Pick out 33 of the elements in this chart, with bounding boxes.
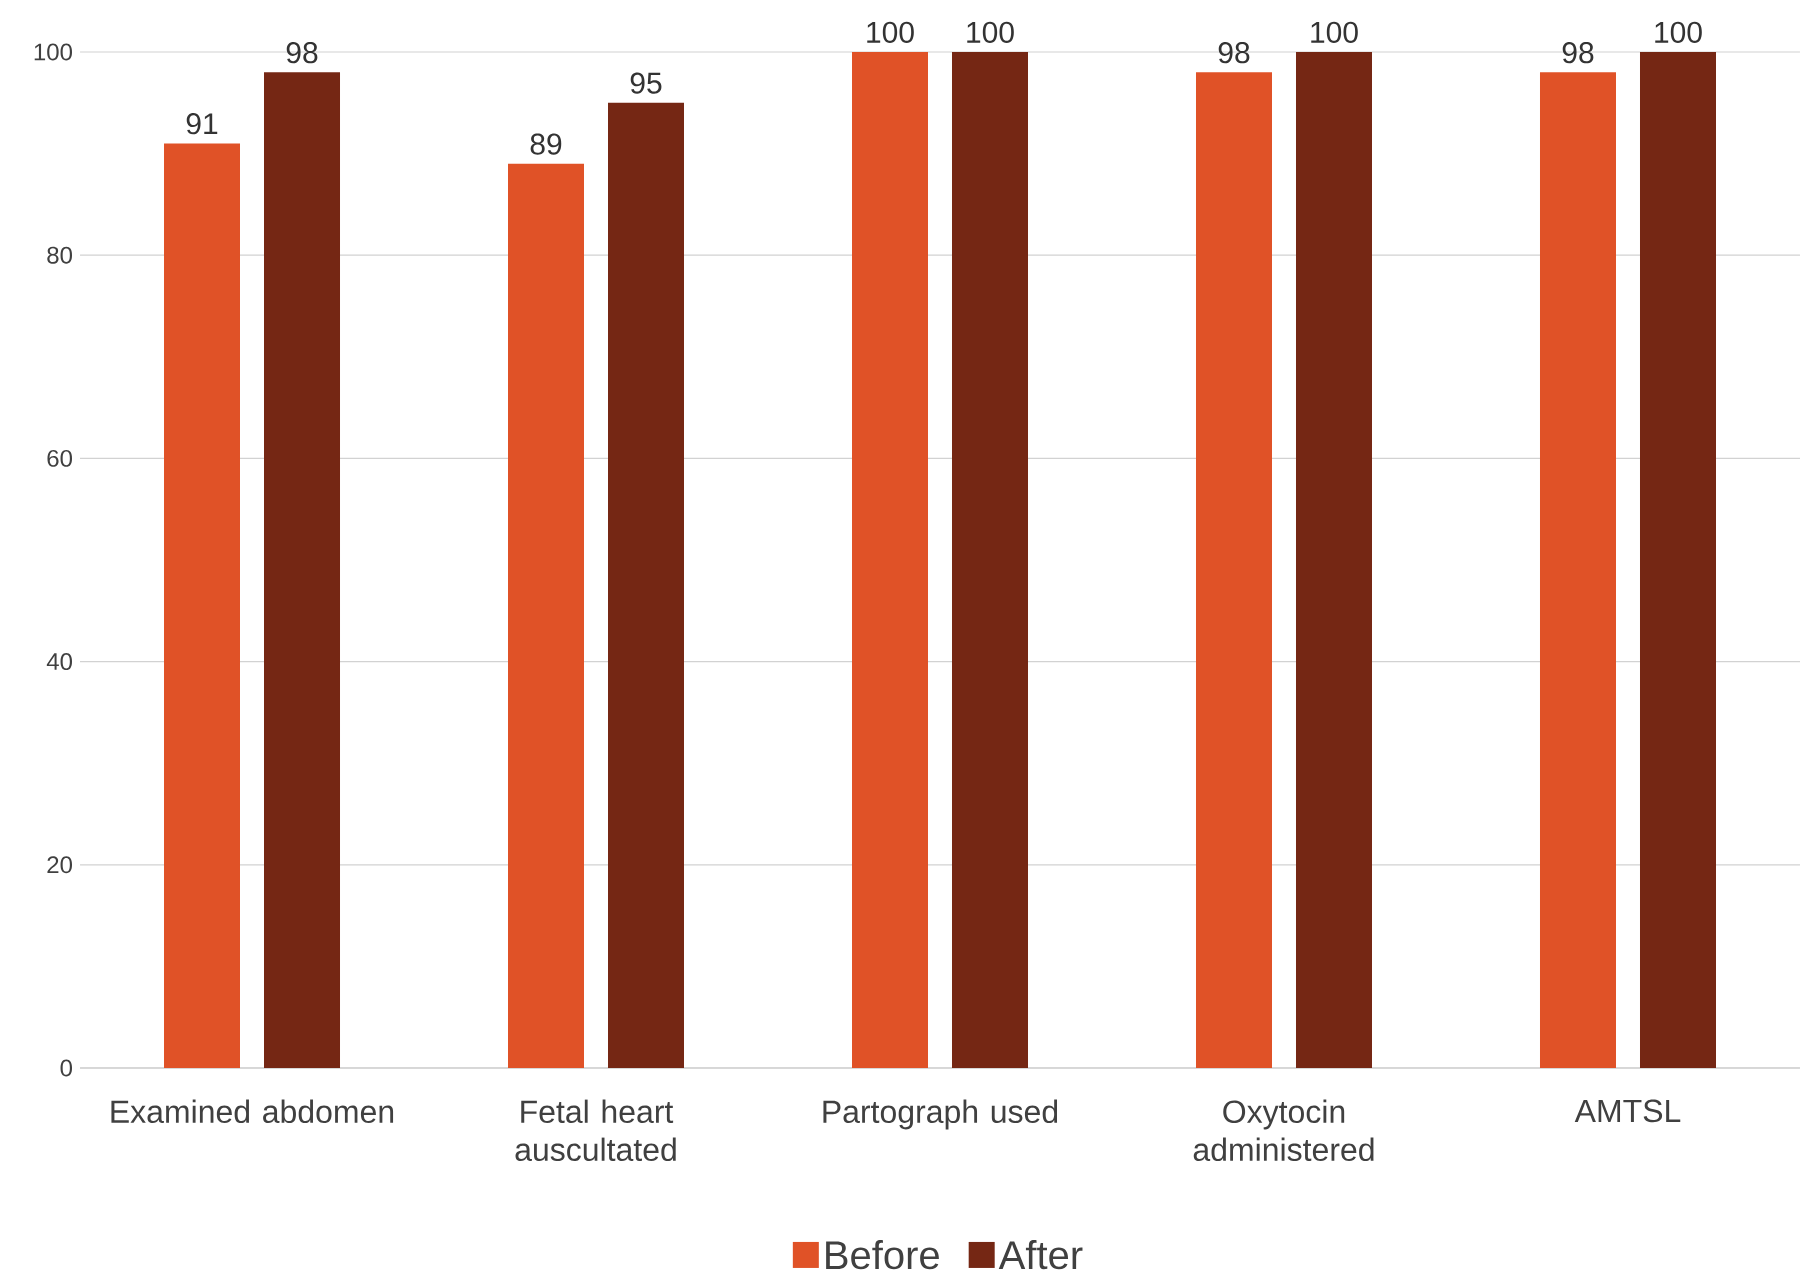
data-label: 89: [530, 133, 562, 155]
data-label: 100: [1655, 21, 1702, 43]
bar: [164, 143, 240, 1068]
data-label: 98: [1562, 42, 1594, 64]
data-label: 98: [286, 42, 318, 64]
data-label: 98: [1218, 42, 1250, 64]
y-tick-label: 80: [47, 246, 73, 264]
bar: [952, 51, 1028, 1068]
bar: [608, 102, 684, 1068]
data-label: 100: [1311, 21, 1358, 43]
bar: [1640, 51, 1716, 1068]
bar: [264, 72, 341, 1068]
bar: [852, 51, 928, 1068]
data-label: 91: [186, 113, 218, 135]
legend-label: Before: [826, 1239, 939, 1270]
x-tick-label: Oxytocin administered: [1193, 1099, 1374, 1162]
y-tick-label: 20: [47, 856, 73, 874]
bar: [1296, 51, 1372, 1068]
data-label: 100: [967, 21, 1014, 43]
x-tick-label: Examined abdomen: [111, 1099, 394, 1124]
y-tick-label: 60: [47, 449, 73, 467]
x-tick-label: AMTSL: [1574, 1099, 1681, 1123]
legend-label: After: [998, 1239, 1083, 1270]
data-label: 95: [630, 72, 662, 94]
y-tick-label: 40: [46, 653, 73, 671]
y-tick-label: 100: [34, 43, 73, 61]
x-tick-label: Partograph used: [823, 1099, 1058, 1130]
bar: [508, 163, 584, 1068]
x-tick-label: Fetal heart auscultated: [515, 1099, 676, 1162]
bar: [1196, 72, 1272, 1068]
bar: [1539, 72, 1616, 1068]
y-tick-label: 0: [60, 1059, 73, 1077]
data-label: 100: [867, 21, 914, 43]
